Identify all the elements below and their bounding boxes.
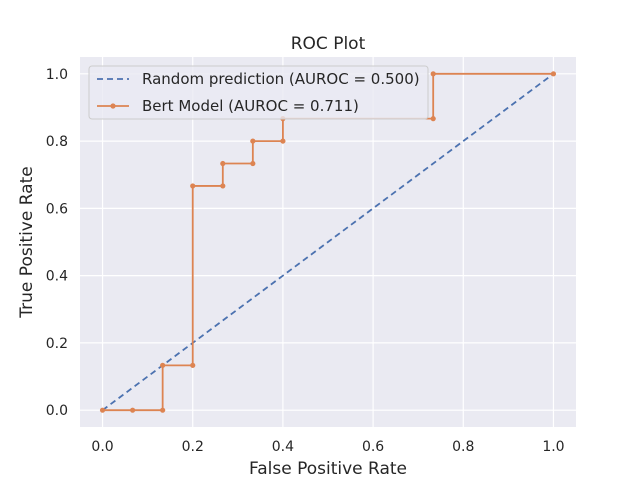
x-tick-label: 0.6 — [362, 439, 384, 455]
series-marker — [190, 362, 196, 368]
legend-box — [88, 65, 429, 120]
y-tick-label: 1.0 — [46, 67, 68, 83]
x-tick-label: 0.0 — [91, 439, 113, 455]
series-marker — [250, 160, 256, 167]
series-marker — [160, 407, 166, 413]
series-marker — [220, 183, 226, 189]
tick-labels: 0.0 0.2 0.4 0.6 0.8 1.0 0.0 0.2 0.4 0.6 0.8 1.0 — [46, 67, 565, 455]
series-marker — [220, 160, 226, 167]
chart-title: ROC Plot — [291, 34, 366, 54]
x-tick-label: 0.2 — [182, 439, 204, 455]
legend-label-1: Bert Model (AUROC = 0.711) — [142, 97, 359, 115]
series-marker — [550, 71, 557, 77]
y-tick-label: 0.2 — [46, 336, 68, 352]
legend-marker — [110, 103, 116, 109]
series-marker — [130, 407, 136, 413]
legend-label-0: Random prediction (AUROC = 0.500) — [142, 70, 420, 88]
y-tick-label: 0.0 — [46, 403, 68, 419]
series-marker — [430, 71, 436, 77]
series-marker — [280, 138, 286, 144]
y-axis-label: True Positive Rate — [17, 166, 37, 318]
legend: Random prediction (AUROC = 0.500) Bert Mo… — [88, 65, 429, 120]
y-tick-label: 0.4 — [46, 269, 68, 285]
y-tick-label: 0.8 — [46, 134, 68, 150]
x-tick-label: 1.0 — [542, 439, 564, 455]
series-marker — [430, 116, 436, 122]
series-marker — [160, 362, 166, 368]
series-marker — [99, 407, 106, 413]
series-line-0 — [102, 73, 554, 411]
x-tick-label: 0.8 — [452, 439, 474, 455]
series-marker — [250, 138, 256, 144]
series-marker — [190, 183, 196, 189]
y-tick-label: 0.6 — [46, 201, 68, 217]
x-tick-label: 0.4 — [272, 439, 294, 455]
x-axis-label: False Positive Rate — [249, 459, 407, 479]
